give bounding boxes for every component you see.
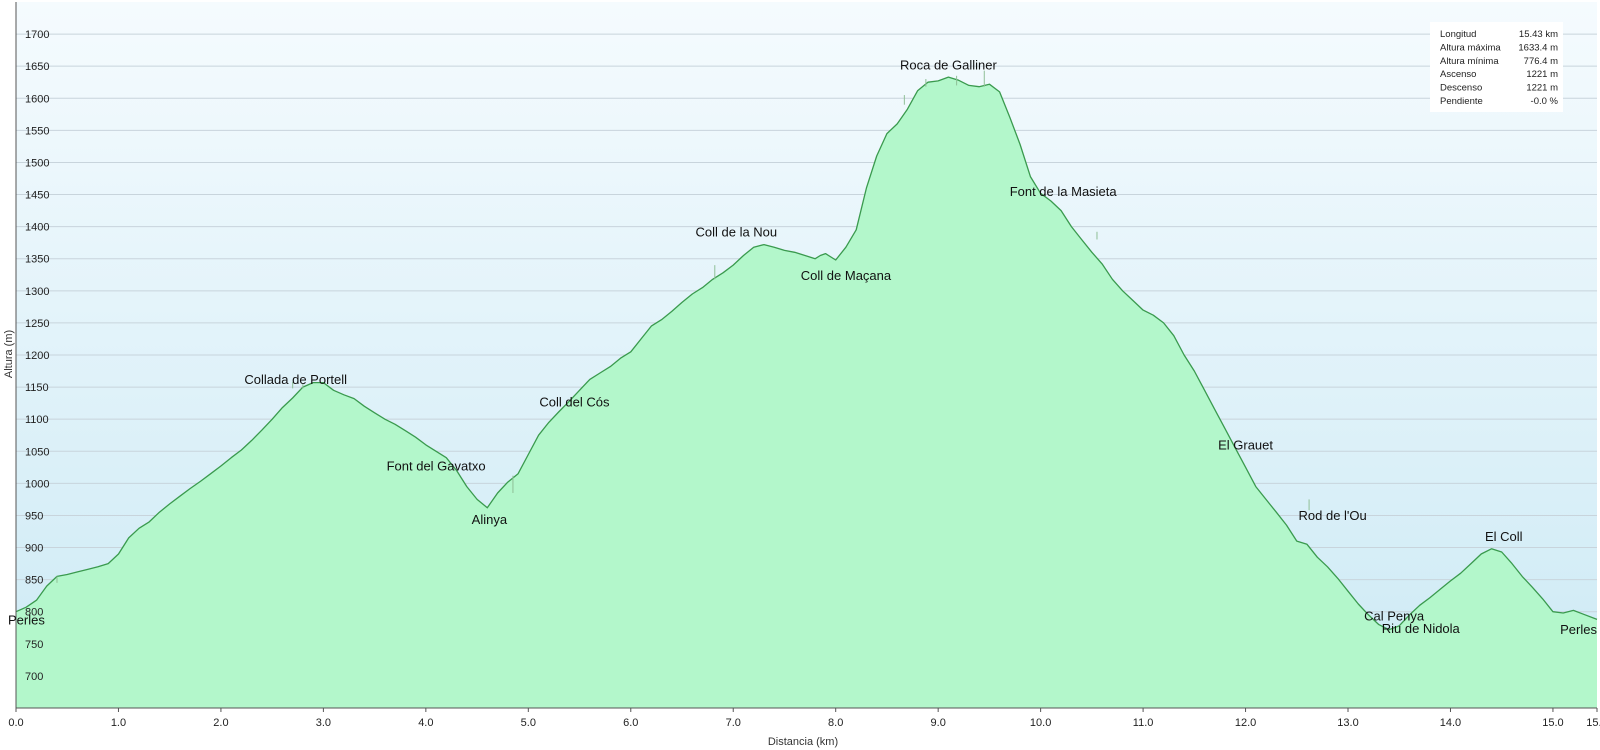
y-tick-labels: 700 750 800 850 900 950 1000 1050 1100 1150 1200 12… [25, 29, 49, 683]
x-tick-label: 14.0 [1440, 717, 1461, 729]
stats-value: 15.43 km [1519, 29, 1558, 40]
y-tick-label: 850 [25, 575, 43, 587]
axes [15, 2, 1597, 709]
y-tick-label: 800 [25, 607, 43, 619]
x-tick-label: 15.0 [1542, 717, 1563, 729]
waypoint-label: Roca de Galliner [900, 57, 997, 72]
stats-value: 776.4 m [1524, 56, 1558, 67]
y-tick-label: 750 [25, 639, 43, 651]
y-tick-label: 1150 [25, 382, 49, 394]
gps-spikes [56, 70, 1310, 583]
x-tick-label: 7.0 [726, 717, 741, 729]
y-tick-label: 1200 [25, 350, 49, 362]
x-tick-label: 9.0 [931, 717, 946, 729]
waypoint-label: El Grauet [1218, 437, 1273, 452]
waypoint-label: Cal Penya [1364, 609, 1425, 624]
waypoint-label: El Coll [1485, 529, 1523, 544]
x-tick-label: 1.0 [111, 717, 126, 729]
stats-value: 1221 m [1526, 69, 1558, 80]
waypoint-labels: Perles Collada de Portell Font del Gavatxo… [8, 57, 1597, 637]
y-tick-label: 1500 [25, 157, 49, 169]
waypoint-label: Coll del Cós [539, 394, 610, 409]
waypoint-label: Perles [1560, 622, 1597, 637]
x-axis-title: Distancia (km) [768, 736, 838, 748]
x-tick-label: 15.4 [1586, 717, 1600, 729]
waypoint-label: Coll de la Nou [695, 224, 777, 239]
stats-box: Longitud 15.43 km Altura máxima 1633.4 m Alt… [1430, 22, 1563, 112]
y-tick-label: 1000 [25, 478, 49, 490]
stats-label: Longitud [1440, 29, 1476, 40]
stats-value: 1633.4 m [1518, 42, 1558, 53]
y-tick-label: 1350 [25, 254, 49, 266]
stats-value: -0.0 % [1531, 96, 1559, 107]
y-tick-label: 1300 [25, 286, 49, 298]
x-tick-label: 2.0 [213, 717, 228, 729]
y-tick-label: 1050 [25, 446, 49, 458]
waypoint-label: Riu de Nidola [1382, 621, 1461, 636]
y-tick-label: 1600 [25, 93, 49, 105]
x-tick-label: 6.0 [623, 717, 638, 729]
y-tick-label: 1100 [25, 414, 49, 426]
stats-value: 1221 m [1526, 83, 1558, 94]
y-tick-label: 900 [25, 543, 43, 555]
y-tick-label: 950 [25, 510, 43, 522]
waypoint-label: Perles [8, 613, 45, 628]
elevation-line [15, 76, 1598, 631]
stats-box-background [1430, 22, 1563, 112]
stats-label: Descenso [1440, 83, 1482, 94]
x-tick-labels: 0.0 1.0 2.0 3.0 4.0 5.0 6.0 7.0 8.0 9.0 10.0 11.0 12… [8, 708, 1600, 729]
waypoint-label: Font de la Masieta [1010, 184, 1118, 199]
waypoint-label: Coll de Maçana [801, 268, 892, 283]
waypoint-label: Rod de l'Ou [1299, 508, 1367, 523]
y-tick-label: 1700 [25, 29, 49, 41]
y-tick-label: 1650 [25, 61, 49, 73]
x-tick-label: 10.0 [1030, 717, 1051, 729]
stats-label: Altura mínima [1440, 56, 1499, 67]
x-tick-label: 8.0 [828, 717, 843, 729]
waypoint-label: Font del Gavatxo [387, 459, 486, 474]
y-tick-label: 1400 [25, 222, 49, 234]
stats-label: Altura máxima [1440, 42, 1501, 53]
x-tick-label: 5.0 [521, 717, 536, 729]
y-tick-label: 700 [25, 671, 43, 683]
elevation-fill [16, 77, 1597, 709]
elevation-area [15, 76, 1598, 709]
y-axis-title: Altura (m) [3, 330, 15, 378]
x-tick-label: 0.0 [8, 717, 23, 729]
waypoint-label: Alinya [472, 512, 508, 527]
waypoint-label: Collada de Portell [244, 372, 347, 387]
x-tick-label: 13.0 [1337, 717, 1358, 729]
x-tick-label: 3.0 [316, 717, 331, 729]
y-tick-label: 1250 [25, 318, 49, 330]
x-tick-label: 12.0 [1235, 717, 1256, 729]
stats-label: Pendiente [1440, 96, 1483, 107]
y-tick-label: 1550 [25, 125, 49, 137]
stats-label: Ascenso [1440, 69, 1476, 80]
x-tick-label: 11.0 [1133, 717, 1154, 729]
x-tick-label: 4.0 [418, 717, 433, 729]
y-tick-label: 1450 [25, 190, 49, 202]
